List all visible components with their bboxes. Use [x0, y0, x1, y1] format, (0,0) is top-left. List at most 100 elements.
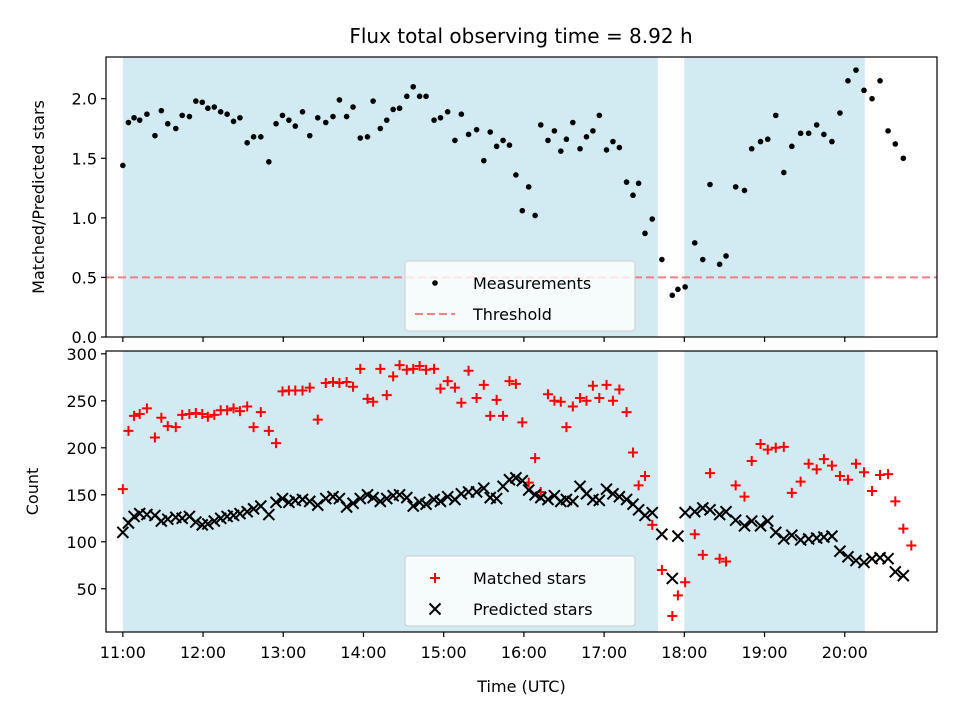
data-point: [311, 498, 324, 512]
data-point: [370, 98, 376, 104]
data-point: [408, 363, 419, 374]
data-point: [205, 105, 211, 112]
data-point: [299, 109, 306, 115]
data-point: [563, 136, 570, 143]
data-point: [635, 180, 642, 187]
data-point: [201, 517, 215, 531]
data-point: [510, 378, 521, 389]
data-point: [525, 184, 532, 190]
data-point: [170, 422, 181, 433]
data-point: [116, 526, 130, 539]
data-point: [437, 114, 444, 121]
data-point: [403, 93, 410, 100]
data-point: [222, 405, 233, 416]
data-point: [193, 98, 199, 104]
legend: Measurements Threshold: [404, 260, 636, 332]
data-point: [813, 122, 820, 128]
x-tick-label: 11:00: [100, 643, 146, 662]
data-point: [211, 104, 218, 110]
data-point: [797, 130, 804, 137]
data-point: [890, 496, 901, 507]
data-point: [754, 519, 767, 533]
data-point: [519, 207, 526, 214]
data-point: [537, 122, 544, 128]
data-point: [380, 492, 393, 505]
data-point: [596, 112, 603, 119]
data-point: [780, 169, 787, 176]
data-point: [566, 495, 580, 508]
data-point: [671, 529, 685, 543]
data-point: [400, 491, 414, 504]
chart-title: Flux total observing time = 8.92 h: [349, 24, 692, 48]
data-point: [620, 493, 633, 506]
data-point: [861, 87, 867, 94]
data-point: [441, 490, 454, 503]
data-point: [234, 406, 245, 417]
data-point: [667, 611, 678, 622]
y-tick-label: 250: [66, 392, 97, 411]
data-point: [561, 422, 572, 433]
data-point: [179, 112, 186, 119]
data-point: [805, 130, 812, 137]
y-tick-label: 100: [66, 533, 97, 552]
data-point: [487, 129, 494, 135]
series-predicted-stars: [116, 471, 910, 585]
data-point: [117, 484, 128, 495]
x-tick-label: 18:00: [661, 643, 707, 662]
data-point: [423, 93, 429, 100]
data-point: [897, 569, 910, 582]
data-point: [545, 137, 551, 144]
data-point: [493, 143, 500, 150]
data-point: [723, 253, 729, 259]
data-point: [669, 292, 676, 299]
axes-frame: [105, 56, 938, 338]
data-point: [434, 495, 447, 508]
data-point: [263, 425, 274, 436]
data-point: [558, 148, 564, 154]
data-point: [567, 401, 578, 412]
y-tick-label: 0.5: [72, 268, 97, 287]
data-point: [883, 469, 894, 480]
data-point: [699, 256, 706, 263]
data-point: [853, 67, 859, 73]
data-point: [504, 376, 515, 387]
y-axis-label: Matched/Predicted stars: [29, 100, 48, 294]
data-point: [672, 590, 683, 601]
y-tick-label: 0.0: [72, 328, 97, 347]
data-point: [303, 495, 316, 508]
data-point: [818, 454, 829, 465]
data-point: [885, 128, 891, 134]
data-point: [623, 179, 630, 185]
data-point: [242, 401, 253, 412]
data-point: [841, 550, 855, 564]
x-tick-label: 19:00: [741, 643, 787, 662]
y-tick-label: 1.5: [72, 149, 97, 168]
data-point: [296, 493, 309, 506]
data-point: [845, 78, 851, 84]
data-point: [900, 155, 907, 162]
data-point: [621, 407, 632, 418]
data-point: [129, 410, 140, 421]
data-point: [481, 157, 487, 164]
data-point: [655, 528, 669, 541]
data-point: [477, 482, 491, 495]
data-point: [522, 483, 535, 497]
data-point: [906, 540, 917, 551]
data-point: [666, 572, 679, 585]
data-point: [532, 212, 538, 219]
data-point: [141, 403, 152, 414]
data-point: [842, 474, 853, 485]
data-point: [255, 407, 266, 418]
data-point: [217, 109, 224, 115]
data-point: [125, 119, 132, 126]
data-point: [696, 501, 709, 515]
data-point: [542, 389, 553, 400]
data-point: [811, 464, 822, 475]
data-point: [610, 138, 616, 145]
data-point: [541, 493, 555, 506]
y-tick-label: 300: [66, 345, 97, 364]
data-point: [364, 134, 371, 140]
data-point: [250, 134, 257, 140]
data-point: [714, 553, 725, 564]
legend-label: Measurements: [473, 274, 591, 293]
